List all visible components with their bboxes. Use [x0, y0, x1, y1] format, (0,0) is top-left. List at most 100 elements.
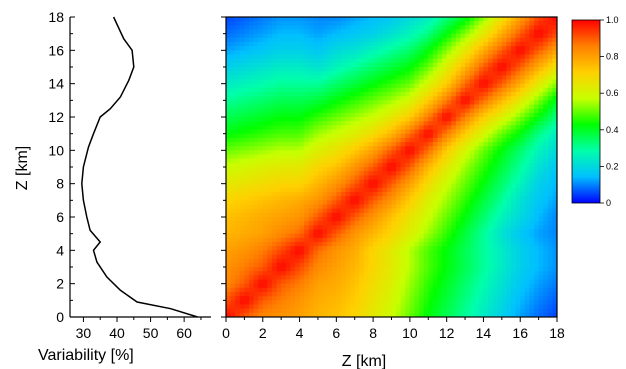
heatmap-cell [414, 154, 420, 160]
heatmap-cell [244, 167, 250, 172]
heatmap-cell [285, 300, 291, 306]
heatmap-cell [488, 233, 494, 239]
heatmap-cell [313, 154, 319, 160]
heatmap-cell [442, 104, 448, 110]
heatmap-cell [271, 25, 278, 31]
heatmap-cell [414, 171, 420, 176]
heatmap-cell [478, 296, 485, 301]
heatmap-cell [442, 175, 448, 181]
heatmap-cell [285, 262, 291, 268]
heatmap-cell [446, 258, 452, 264]
heatmap-cell [262, 104, 268, 110]
heatmap-cell [363, 237, 370, 243]
heatmap-cell [281, 108, 287, 114]
heatmap-cell [423, 275, 429, 281]
heatmap-cell [239, 217, 245, 222]
heatmap-cell [529, 275, 535, 281]
heatmap-cell [451, 175, 457, 181]
heatmap-cell [419, 104, 425, 110]
heatmap-cell [547, 62, 554, 68]
heatmap-cell [529, 187, 535, 193]
heatmap-cell [396, 158, 402, 164]
heatmap-cell [492, 267, 498, 272]
heatmap-cell [529, 17, 535, 22]
heatmap-cell [299, 275, 305, 281]
heatmap-cell [483, 92, 489, 97]
heatmap-cell [474, 67, 480, 72]
heatmap-cell [543, 96, 549, 101]
heatmap-cell [465, 133, 471, 139]
heatmap-cell [290, 217, 296, 222]
heatmap-cell [419, 300, 425, 306]
heatmap-cell [327, 104, 333, 110]
heatmap-cell [520, 133, 526, 139]
heatmap-cell [543, 296, 549, 301]
heatmap-cell [492, 292, 498, 297]
heatmap-cell [248, 96, 255, 101]
heatmap-cell [497, 275, 503, 281]
heatmap-cell [469, 146, 475, 151]
heatmap-cell [543, 192, 549, 197]
heatmap-cell [483, 29, 489, 35]
heatmap-cell [359, 233, 365, 239]
heatmap-cell [414, 21, 420, 26]
heatmap-cell [409, 17, 416, 22]
heatmap-cell [400, 287, 406, 293]
heatmap-cell [368, 242, 374, 247]
heatmap-cell [368, 83, 374, 89]
heatmap-cell [446, 71, 452, 76]
heatmap-cell [322, 200, 328, 206]
heatmap-cell [543, 196, 549, 201]
heatmap-cell [451, 29, 457, 35]
heatmap-cell [547, 296, 554, 301]
heatmap-cell [543, 246, 549, 251]
heatmap-cell [414, 33, 420, 39]
heatmap-cell [405, 258, 411, 264]
heatmap-cell [469, 292, 475, 297]
heatmap-cell [414, 29, 420, 35]
heatmap-cell [396, 75, 402, 81]
heatmap-cell [455, 246, 462, 251]
heatmap-cell [299, 50, 305, 56]
heatmap-cell [469, 104, 475, 110]
heatmap-cell [465, 46, 471, 51]
heatmap-cell [465, 75, 471, 81]
heatmap-cell [497, 37, 503, 43]
heatmap-cell [432, 142, 439, 147]
heatmap-cell [515, 262, 521, 268]
heatmap-cell [432, 54, 439, 60]
heatmap-cell [253, 75, 259, 81]
heatmap-cell [437, 242, 443, 247]
heatmap-cell [267, 112, 273, 118]
heatmap-cell [391, 142, 397, 147]
heatmap-cell [345, 300, 351, 306]
heatmap-cell [405, 54, 411, 60]
heatmap-cell [350, 142, 356, 147]
heatmap-cell [290, 92, 296, 97]
heatmap-cell [281, 279, 287, 285]
heatmap-cell [515, 292, 521, 297]
heatmap-cell [285, 171, 291, 176]
heatmap-cell [460, 50, 466, 56]
heatmap-cell [386, 71, 393, 76]
heatmap-cell [340, 225, 347, 231]
heatmap-cell [336, 58, 342, 64]
heatmap-cell [520, 221, 526, 226]
heatmap-cell [281, 262, 287, 268]
heatmap-cell [400, 167, 406, 172]
heatmap-cell [474, 267, 480, 272]
heatmap-cell [230, 133, 236, 139]
heatmap-cell [547, 58, 554, 64]
heatmap-cell [322, 54, 328, 60]
heatmap-cell [460, 283, 466, 289]
heatmap-cell [396, 262, 402, 268]
heatmap-cell [226, 71, 232, 76]
heatmap-cell [432, 296, 439, 301]
heatmap-cell [359, 279, 365, 285]
heatmap-cell [258, 187, 264, 193]
heatmap-cell [437, 179, 443, 185]
heatmap-cell [442, 287, 448, 293]
heatmap-cell [414, 292, 420, 297]
heatmap-cell [492, 283, 498, 289]
heatmap-cell [488, 112, 494, 118]
